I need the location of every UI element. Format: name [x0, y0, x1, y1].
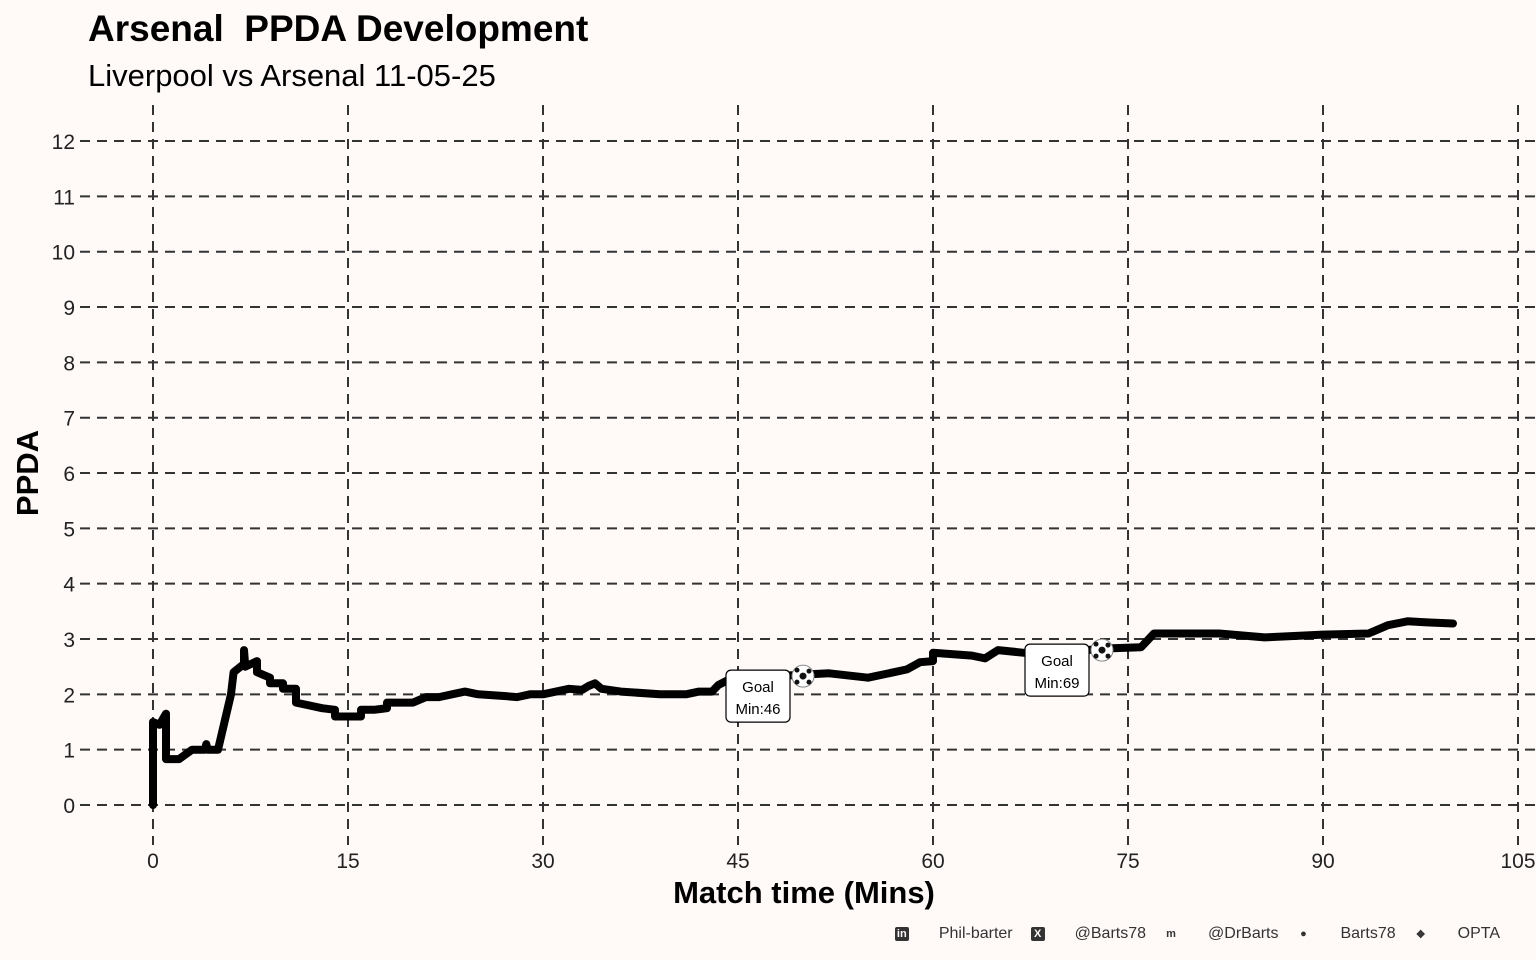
football-icon	[1090, 638, 1114, 662]
y-axis-label: PPDA	[10, 430, 45, 516]
football-patch	[1093, 653, 1099, 659]
y-tick-label: 8	[63, 352, 75, 375]
goal-label: Goal	[742, 679, 774, 696]
football-patch	[806, 679, 812, 685]
y-tick-label: 4	[63, 574, 75, 597]
footer-credit-text: Barts78	[1340, 925, 1396, 942]
football-patch	[1105, 642, 1111, 648]
footer-credits: in Phil-barter X @Barts78 m @DrBarts ● Barts78 ❖…	[894, 925, 1500, 943]
x-tick-label: 105	[1500, 850, 1535, 873]
ppda-line	[149, 617, 1457, 809]
footer-credit-text: Phil-barter	[938, 925, 1013, 942]
chart-subtitle: Liverpool vs Arsenal 11-05-25	[88, 58, 496, 93]
x-tick-label: 15	[336, 850, 359, 873]
y-tick-label: 2	[63, 684, 75, 707]
y-tick-label: 6	[63, 463, 75, 486]
goal-label: Goal	[1041, 653, 1073, 670]
x-tick-label: 60	[921, 850, 944, 873]
goal-minute: Min:69	[1034, 675, 1079, 692]
goal-annotation: Goal Min:46	[725, 664, 815, 723]
football-patch	[794, 667, 800, 673]
y-tick-label: 1	[63, 740, 75, 763]
football-patch	[1105, 653, 1111, 659]
y-tick-label: 10	[52, 242, 75, 265]
x-tick-label: 30	[531, 850, 554, 873]
football-patch	[1098, 646, 1106, 654]
chart-title: Arsenal PPDA Development	[88, 8, 589, 49]
y-tick-label: 11	[53, 186, 75, 209]
x-tick-label: 0	[147, 850, 159, 873]
football-patch	[794, 679, 800, 685]
footer-credit-text: @Barts78	[1074, 925, 1147, 942]
goal-annotation: Goal Min:69	[1024, 638, 1114, 697]
football-patch	[806, 668, 812, 674]
linkedin-icon: in	[894, 927, 909, 941]
github-icon: ●	[1300, 928, 1307, 940]
y-tick-label: 12	[52, 131, 75, 154]
x-tick-label: 75	[1116, 850, 1139, 873]
x-icon: X	[1030, 927, 1045, 941]
y-tick-label: 9	[63, 297, 75, 320]
football-patch	[799, 672, 807, 680]
x-tick-label: 45	[726, 850, 749, 873]
y-tick-label: 5	[63, 518, 75, 541]
goal-label-box	[1024, 643, 1090, 697]
goal-minute: Min:46	[735, 701, 780, 718]
footer-credit-text: @DrBarts	[1208, 925, 1279, 942]
x-tick-label: 90	[1311, 850, 1334, 873]
y-tick-label: 0	[63, 795, 75, 818]
football-icon	[791, 664, 815, 688]
x-axis-label: Match time (Mins)	[673, 875, 935, 910]
football-patch	[1093, 641, 1099, 647]
y-tick-label: 7	[63, 408, 75, 431]
y-tick-label: 3	[63, 629, 75, 652]
mastodon-icon: m	[1166, 928, 1176, 940]
dropbox-icon: ❖	[1415, 928, 1426, 941]
goal-label-box	[725, 669, 791, 723]
footer-credit-text: OPTA	[1457, 925, 1500, 942]
